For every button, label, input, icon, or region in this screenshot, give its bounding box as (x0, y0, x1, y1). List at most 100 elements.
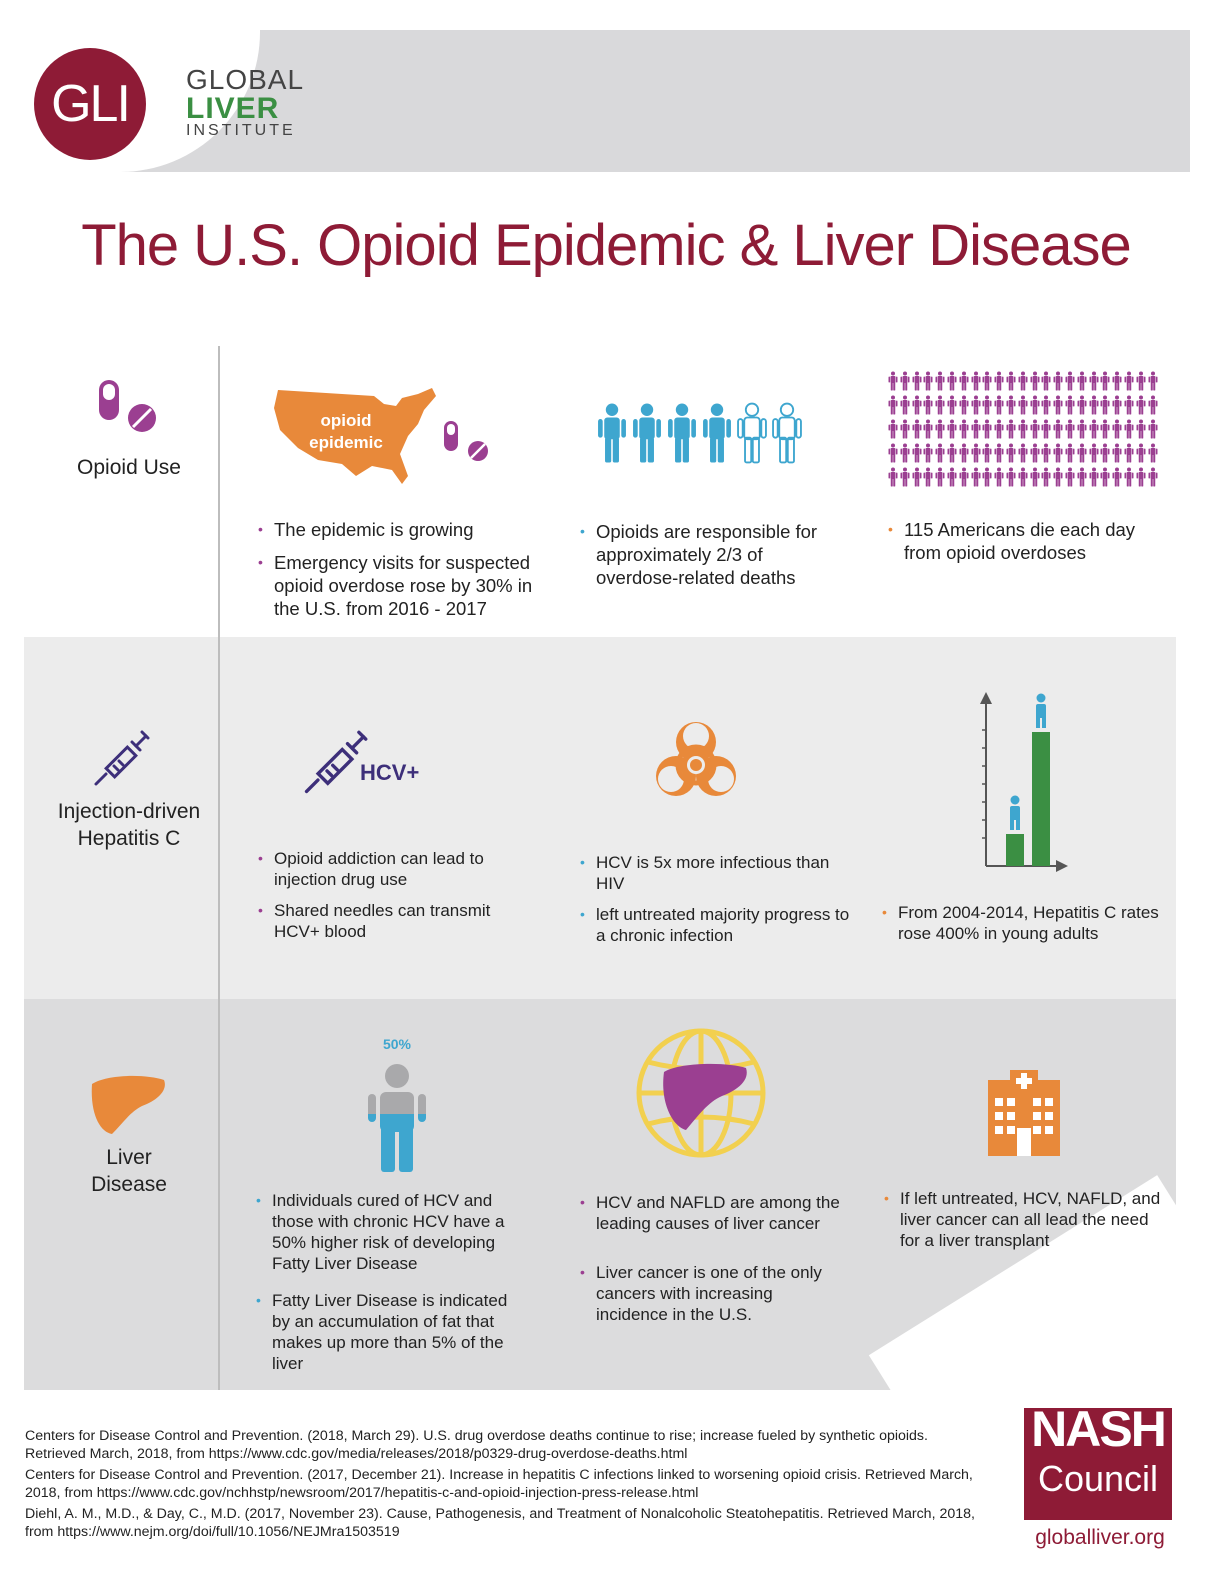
person-icon (1006, 371, 1016, 391)
bullet: HCV and NAFLD are among the leading caus… (580, 1192, 840, 1234)
person-icon (1053, 395, 1063, 415)
person-icon (1006, 419, 1016, 439)
bullet: The epidemic is growing (258, 518, 558, 541)
syringe-icon (94, 730, 150, 786)
nash-council-logo (1024, 1408, 1172, 1520)
person-icon (1100, 371, 1110, 391)
person-icon (959, 467, 969, 487)
person-icon (1089, 467, 1099, 487)
person-icon (1136, 371, 1146, 391)
person-icon (1089, 419, 1099, 439)
page-title: The U.S. Opioid Epidemic & Liver Disease (81, 213, 1132, 278)
header-band (60, 30, 1190, 172)
person-icon (994, 443, 1004, 463)
row-label-liver-line1: Liver (106, 1146, 152, 1169)
person-icon (888, 443, 898, 463)
person-icon (1100, 467, 1110, 487)
person-icon (923, 371, 933, 391)
person-icon (1030, 443, 1040, 463)
person-icon (1041, 443, 1051, 463)
person-icon (959, 419, 969, 439)
opioid-col1-bullets: The epidemic is growing Emergency visits… (258, 518, 558, 630)
liver-col3-bullets: If left untreated, HCV, NAFLD, and liver… (884, 1188, 1164, 1261)
person-icon (923, 395, 933, 415)
person-icon (947, 395, 957, 415)
row-label-hepc-line2: Hepatitis C (77, 827, 181, 850)
pills-small-icon (444, 421, 488, 461)
bullet: Opioid addiction can lead to injection d… (258, 848, 528, 890)
person-icon (1148, 371, 1158, 391)
opioid-col3-bullets: 115 Americans die each day from opioid o… (888, 518, 1168, 574)
hepc-col3-bullets: From 2004-2014, Hepatitis C rates rose 4… (882, 902, 1162, 954)
person-icon (1065, 371, 1075, 391)
person-icon (971, 467, 981, 487)
person-icon (633, 403, 661, 463)
person-icon (1065, 467, 1075, 487)
liver-col2-bullets: HCV and NAFLD are among the leading caus… (580, 1192, 840, 1335)
person-icon (1006, 467, 1016, 487)
person-icon (1112, 371, 1122, 391)
crowd-graphic (888, 370, 1160, 488)
person-icon (1136, 467, 1146, 487)
globe-icon (636, 1028, 766, 1158)
logo-liver: LIVER (186, 92, 280, 125)
bullet: 115 Americans die each day from opioid o… (888, 518, 1168, 564)
reference-item: Centers for Disease Control and Preventi… (25, 1467, 973, 1501)
bullet: Opioids are responsible for approximatel… (580, 520, 830, 589)
person-icon (900, 395, 910, 415)
person-icon (971, 443, 981, 463)
person-icon (1065, 395, 1075, 415)
bullet: Individuals cured of HCV and those with … (256, 1190, 526, 1274)
person-icon (1124, 419, 1134, 439)
person-icon (1124, 467, 1134, 487)
person-icon (959, 395, 969, 415)
person-icon (971, 395, 981, 415)
person-icon (971, 419, 981, 439)
person-icon (923, 467, 933, 487)
person-icon (1077, 419, 1087, 439)
person-icon (1053, 467, 1063, 487)
person-icon (935, 395, 945, 415)
person-icon (1112, 443, 1122, 463)
person-icon (1018, 395, 1028, 415)
person-icon (935, 419, 945, 439)
person-icon (1112, 395, 1122, 415)
person-icon (1148, 467, 1158, 487)
person-icon (1112, 419, 1122, 439)
liver-icon (91, 1075, 165, 1134)
biohazard-icon (656, 722, 736, 796)
person-icon (959, 443, 969, 463)
logo-global: GLOBAL (186, 64, 305, 95)
person-icon (1018, 467, 1028, 487)
syringe-hcv-icon (304, 730, 368, 794)
person-icon (1089, 443, 1099, 463)
person-icon (1018, 371, 1028, 391)
person-icon (888, 467, 898, 487)
website-link[interactable]: globalliver.org (1035, 1526, 1165, 1549)
person-icon (935, 443, 945, 463)
person-icon (1053, 419, 1063, 439)
person-icon (900, 371, 910, 391)
person-icon (935, 467, 945, 487)
person-icon (1077, 467, 1087, 487)
council-word: Council (1037, 1458, 1159, 1499)
person-icon (1089, 395, 1099, 415)
person-icon (1136, 419, 1146, 439)
hepc-col1-bullets: Opioid addiction can lead to injection d… (258, 848, 528, 952)
person-icon (982, 419, 992, 439)
bullet: If left untreated, HCV, NAFLD, and liver… (884, 1188, 1164, 1251)
person-icon (1018, 443, 1028, 463)
person-icon (1124, 371, 1134, 391)
person-icon (959, 371, 969, 391)
person-icon (994, 371, 1004, 391)
person-icon (982, 443, 992, 463)
person-icon (912, 371, 922, 391)
hcv-plus-label: HCV+ (360, 760, 420, 785)
hepc-col2-bullets: HCV is 5x more infectious than HIV left … (580, 852, 850, 956)
person-icon (1077, 395, 1087, 415)
person-icon (994, 467, 1004, 487)
map-label-opioid: opioid (320, 411, 372, 430)
person-icon (1065, 443, 1075, 463)
person-icon (994, 395, 1004, 415)
logo-institute: INSTITUTE (186, 122, 296, 139)
